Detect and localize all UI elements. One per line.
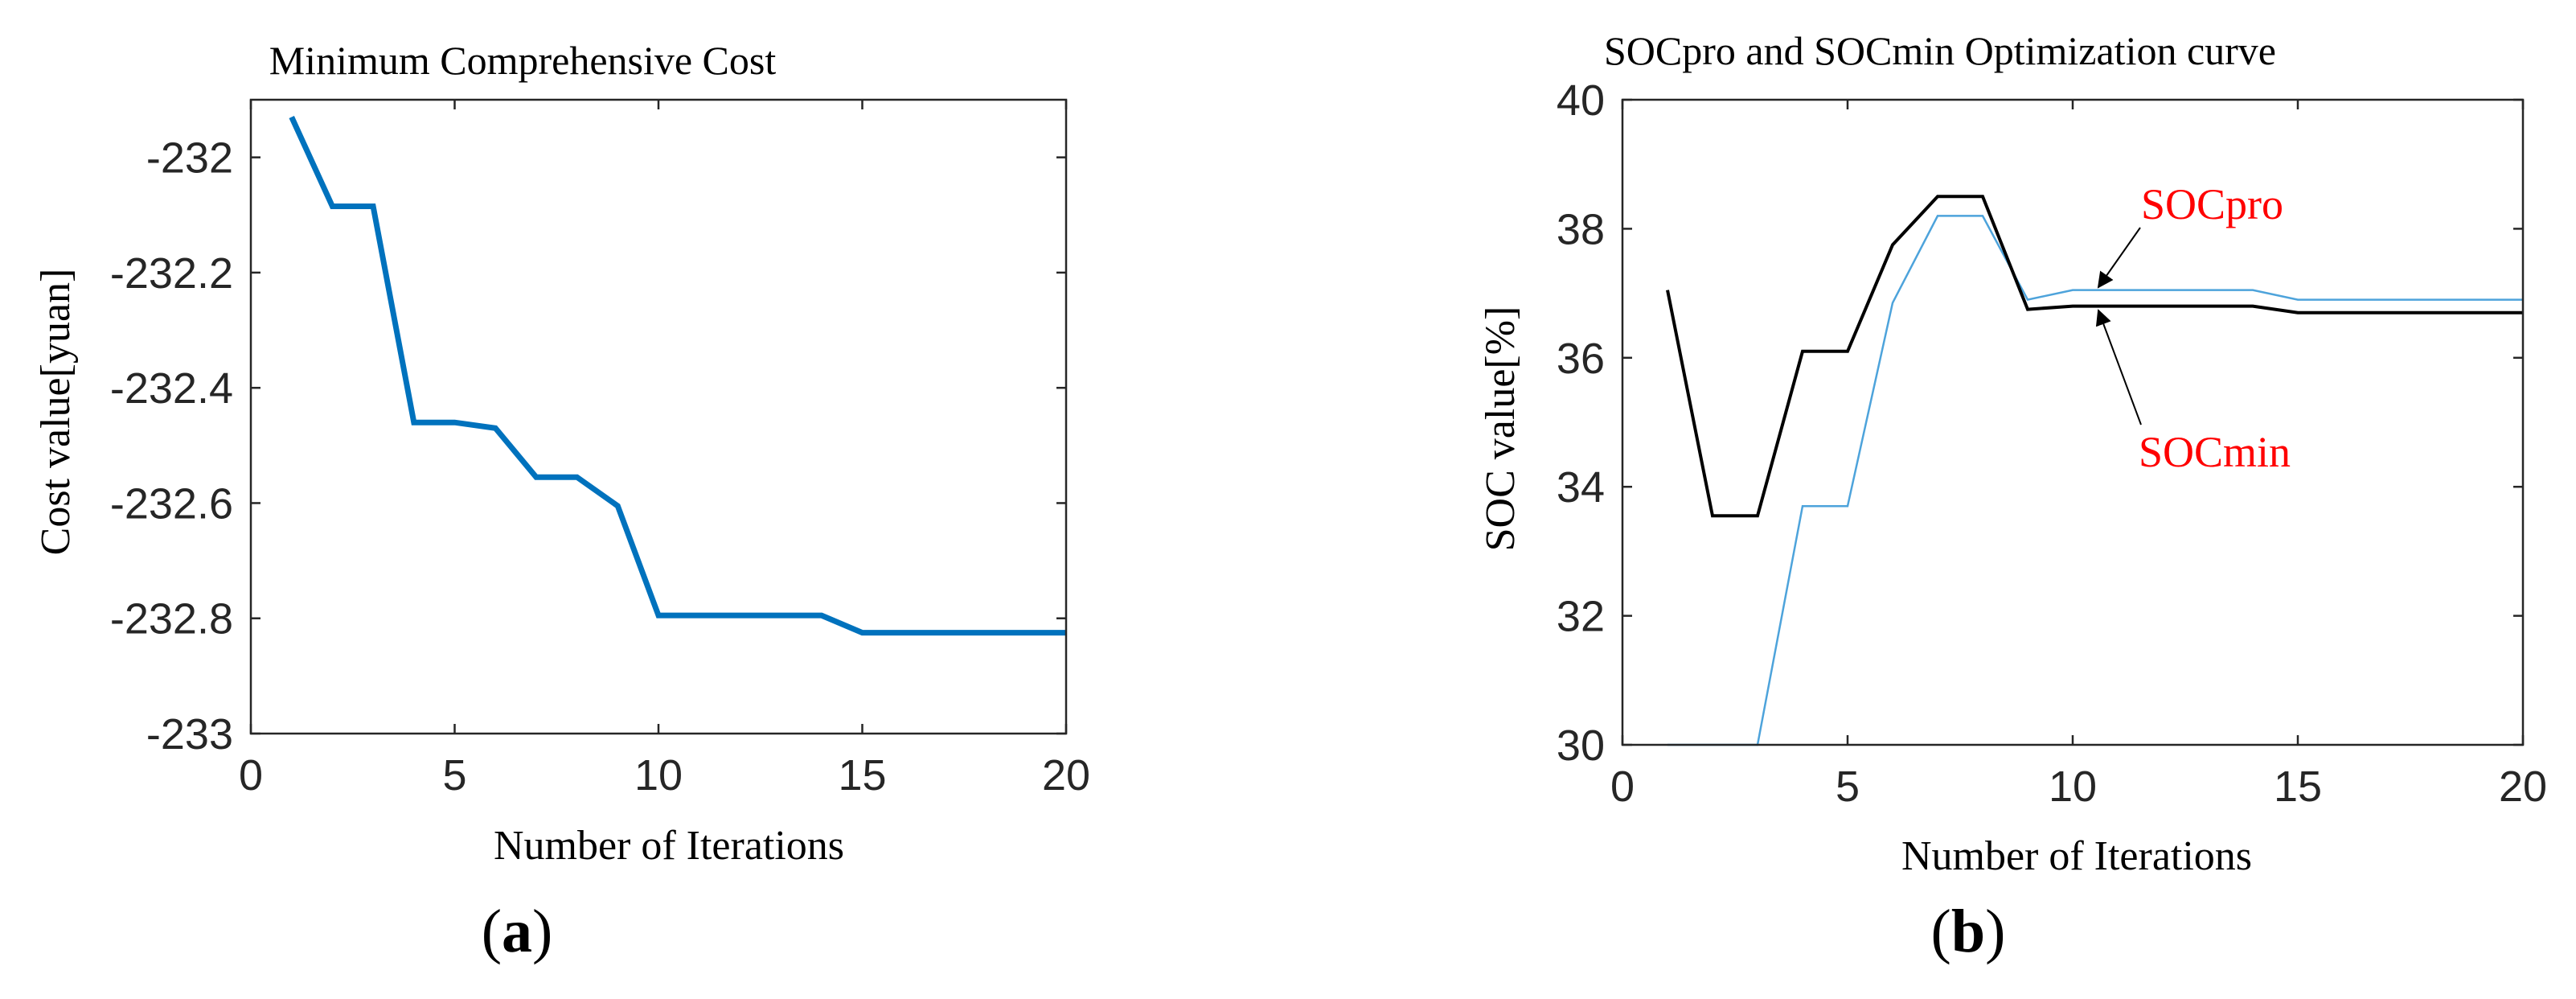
chart-a-xlabel: Number of Iterations xyxy=(494,823,844,869)
chart-b-ytick-label: 32 xyxy=(1557,593,1605,641)
chart-b-xtick-label: 10 xyxy=(2049,763,2097,811)
chart-a-ytick-label: -232.6 xyxy=(110,479,233,528)
chart-b-ytick-label: 40 xyxy=(1557,76,1605,125)
chart-b-title: SOCpro and SOCmin Optimization curve xyxy=(1604,28,2276,73)
chart-b-ytick-label: 36 xyxy=(1557,335,1605,383)
annotation-label-socpro: SOCpro xyxy=(2141,180,2283,228)
annotation-label-socmin: SOCmin xyxy=(2139,428,2291,476)
series-line-socmin xyxy=(1666,195,2523,518)
chart-a-xtick-label: 10 xyxy=(634,751,683,800)
panel-b-letter: b xyxy=(1951,898,1985,965)
panel-a-letter: a xyxy=(502,898,532,965)
chart-a-xtick-label: 15 xyxy=(838,751,886,800)
chart-a-xtick-label: 0 xyxy=(239,751,263,800)
chart-b-ylabel: SOC value[%] xyxy=(1478,306,1524,552)
panel-a: Minimum Comprehensive Cost Number of Ite… xyxy=(33,38,1090,965)
chart-b-xtick-label: 0 xyxy=(1610,763,1635,811)
chart-a-xtick-label: 20 xyxy=(1042,751,1090,800)
chart-a-ylabel: Cost value[yuan] xyxy=(33,269,79,556)
chart-a-axes-box xyxy=(249,98,1068,735)
chart-a-ytick-label: -232.2 xyxy=(110,249,233,298)
chart-a-xtick-label: 5 xyxy=(442,751,466,800)
chart-b-ytick-label: 34 xyxy=(1557,463,1605,512)
chart-b-ytick-label: 38 xyxy=(1557,205,1605,253)
series-line-cost xyxy=(289,116,1066,636)
svg-text:(b): (b) xyxy=(1931,898,2006,965)
annotation-arrow-socmin xyxy=(2095,309,2142,426)
chart-a-ytick-label: -232 xyxy=(146,134,233,183)
annotation-arrow-socpro xyxy=(2097,227,2141,289)
chart-b-xlabel: Number of Iterations xyxy=(1901,833,2252,879)
chart-a-title: Minimum Comprehensive Cost xyxy=(269,38,777,83)
panel-b: SOCpro and SOCmin Optimization curve Num… xyxy=(1478,28,2547,965)
chart-a-ytick-label: -233 xyxy=(146,710,233,758)
chart-b-axes-box xyxy=(1621,98,2525,746)
panel-b-label: (b) xyxy=(1931,898,2006,965)
series-line-socpro xyxy=(1667,215,2523,746)
chart-b-xtick-label: 5 xyxy=(1836,763,1860,811)
chart-b-xtick-label: 20 xyxy=(2499,763,2547,811)
svg-text:(a): (a) xyxy=(482,898,553,965)
chart-b-ytick-label: 30 xyxy=(1557,722,1605,770)
chart-b-xtick-label: 15 xyxy=(2274,763,2322,811)
chart-a-ytick-label: -232.4 xyxy=(110,364,233,413)
panel-a-label: (a) xyxy=(482,898,553,965)
chart-a-ytick-label: -232.8 xyxy=(110,595,233,643)
